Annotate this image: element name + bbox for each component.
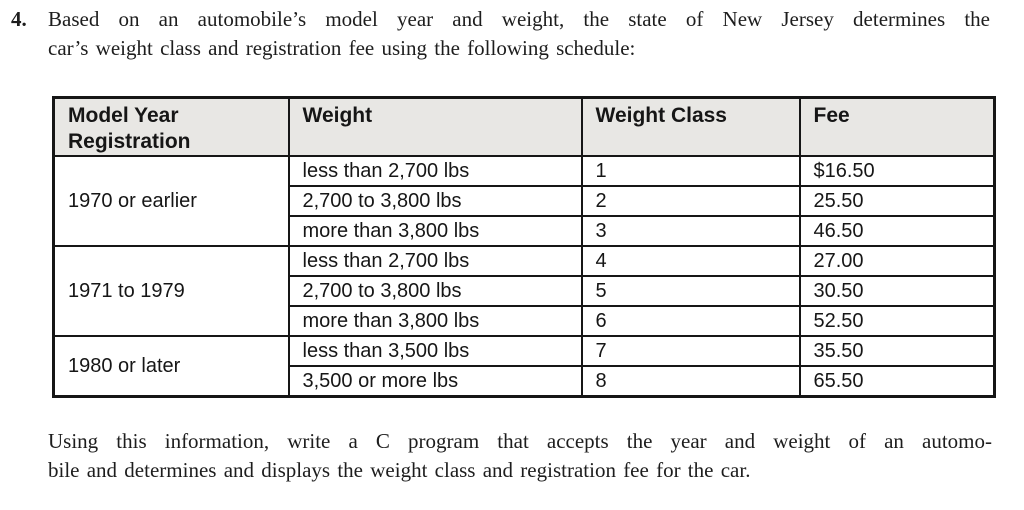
problem-statement: 4. Based on an automobile’s model year a… [11,5,990,63]
header-fee: Fee [798,97,995,157]
cell-model-year: 1971 to 1979 [53,245,289,336]
closing-line-2: bile and determines and displays the wei… [48,458,751,482]
cell-fee: 35.50 [798,335,995,366]
cell-fee: 25.50 [798,185,995,216]
registration-fee-schedule-table: Model Year Registration Weight Weight Cl… [52,96,996,398]
cell-fee: 52.50 [798,305,995,336]
cell-weight-class: 1 [580,156,800,186]
problem-number: 4. [11,7,27,31]
cell-weight: 2,700 to 3,800 lbs [287,185,582,216]
cell-weight: more than 3,800 lbs [287,305,582,336]
table-row: 1980 or later less than 3,500 lbs 7 35.5… [53,335,995,396]
closing-paragraph: Using this information, write a C progra… [48,427,992,485]
cell-weight: 2,700 to 3,800 lbs [287,275,582,306]
cell-weight: less than 2,700 lbs [287,156,582,186]
header-weight: Weight [287,97,582,157]
problem-text-line-1: Based on an automobile’s model year and … [48,7,990,31]
problem-text-line-2: car’s weight class and registration fee … [48,36,636,60]
cell-model-year: 1970 or earlier [53,156,289,246]
table-row: 2,700 to 3,800 lbs 2 25.50 [54,185,995,216]
cell-fee: 30.50 [798,275,995,306]
table-row: 2,700 to 3,800 lbs 5 30.50 [54,275,995,306]
header-model-year-registration: Model Year Registration [53,97,289,157]
cell-weight-class: 8 [580,365,800,396]
closing-line-1: Using this information, write a C progra… [48,429,992,453]
cell-weight: more than 3,800 lbs [287,215,582,246]
cell-weight: less than 3,500 lbs [287,335,582,366]
cell-weight-class: 2 [580,185,800,216]
header-weight-class: Weight Class [580,97,800,157]
table-row: 1971 to 1979 less than 2,700 lbs 4 27.00 [53,245,995,336]
table-row: more than 3,800 lbs 6 52.50 [54,305,995,336]
cell-model-year: 1980 or later [53,335,289,396]
table-row: 3,500 or more lbs 8 65.50 [54,365,995,396]
problem-text: Based on an automobile’s model year and … [48,5,990,63]
cell-fee: 46.50 [798,215,995,246]
cell-weight: 3,500 or more lbs [287,365,582,396]
cell-weight-class: 5 [580,275,800,306]
table-row: more than 3,800 lbs 3 46.50 [54,215,995,246]
table-header-row: Model Year Registration Weight Weight Cl… [53,97,995,157]
cell-weight: less than 2,700 lbs [287,245,582,276]
cell-weight-class: 7 [580,335,800,366]
cell-fee: 27.00 [798,245,995,276]
cell-weight-class: 3 [580,215,800,246]
cell-fee: $16.50 [798,156,995,186]
cell-fee: 65.50 [798,365,995,396]
table-row: 1970 or earlier less than 2,700 lbs 1 $1… [53,156,995,246]
cell-weight-class: 6 [580,305,800,336]
cell-weight-class: 4 [580,245,800,276]
